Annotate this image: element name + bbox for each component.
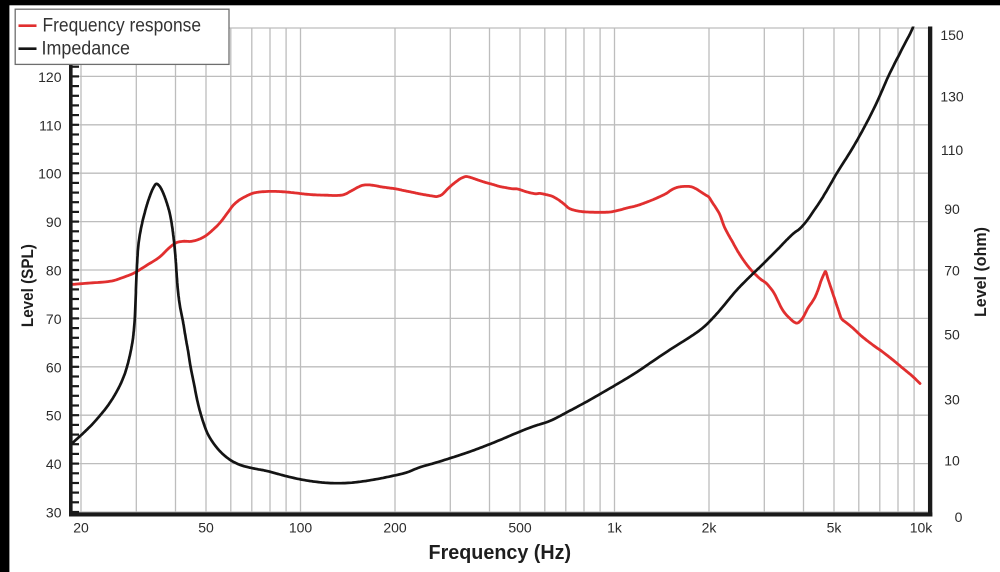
- svg-text:Frequency (Hz): Frequency (Hz): [429, 542, 572, 564]
- svg-text:30: 30: [944, 392, 960, 408]
- svg-text:Frequency response: Frequency response: [43, 16, 202, 37]
- svg-text:50: 50: [944, 326, 960, 342]
- svg-text:2k: 2k: [702, 520, 718, 536]
- svg-text:10k: 10k: [910, 520, 934, 536]
- svg-text:150: 150: [940, 27, 964, 43]
- svg-text:90: 90: [46, 214, 62, 230]
- svg-text:10: 10: [944, 453, 960, 469]
- svg-text:50: 50: [46, 408, 62, 424]
- svg-text:200: 200: [383, 520, 407, 536]
- svg-text:110: 110: [39, 117, 62, 133]
- svg-text:110: 110: [941, 142, 964, 158]
- svg-text:0: 0: [955, 509, 963, 525]
- svg-text:90: 90: [944, 201, 960, 217]
- svg-text:120: 120: [38, 69, 62, 85]
- svg-text:100: 100: [289, 520, 313, 536]
- svg-text:Level (ohm): Level (ohm): [971, 227, 990, 317]
- svg-text:60: 60: [46, 359, 62, 375]
- svg-text:30: 30: [46, 505, 62, 521]
- svg-text:80: 80: [46, 263, 62, 279]
- svg-text:50: 50: [198, 520, 214, 536]
- svg-text:20: 20: [73, 520, 89, 536]
- svg-text:40: 40: [46, 456, 62, 472]
- svg-text:Level (SPL): Level (SPL): [18, 244, 37, 327]
- svg-text:70: 70: [944, 263, 960, 279]
- svg-text:Impedance: Impedance: [42, 39, 131, 60]
- svg-text:130: 130: [940, 89, 964, 105]
- svg-text:500: 500: [508, 520, 532, 536]
- svg-text:70: 70: [46, 311, 62, 327]
- svg-text:100: 100: [38, 166, 62, 182]
- svg-text:5k: 5k: [827, 520, 843, 536]
- svg-text:1k: 1k: [607, 520, 623, 536]
